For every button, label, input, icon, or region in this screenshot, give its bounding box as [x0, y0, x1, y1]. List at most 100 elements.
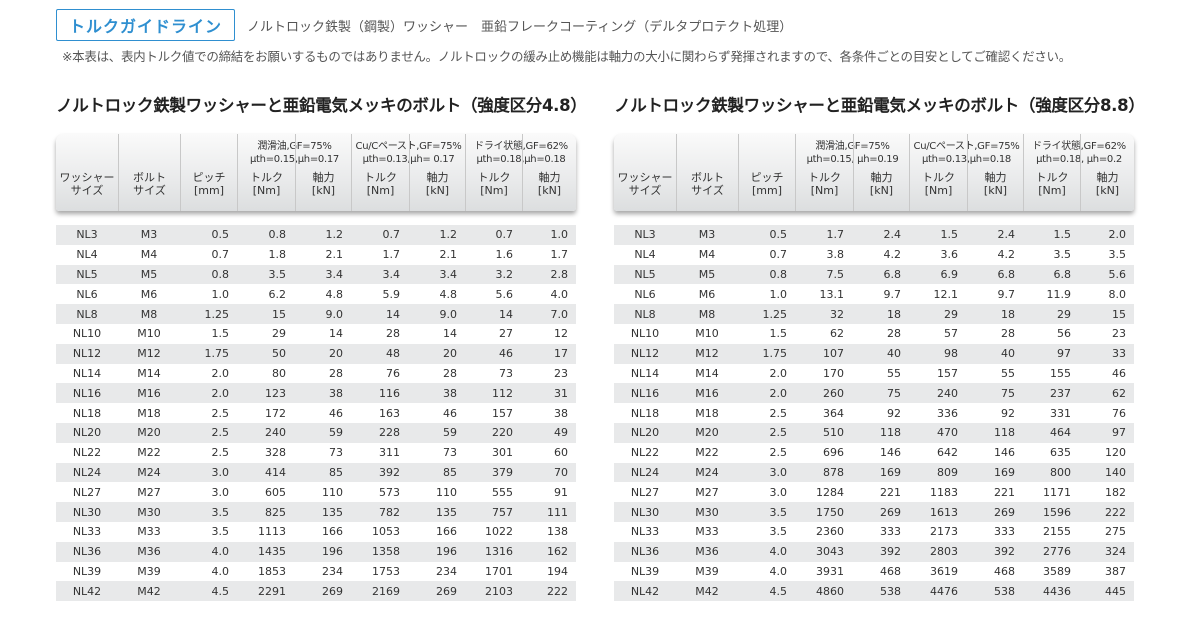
axial-force-cell: 33	[1112, 347, 1126, 361]
washer-size-cell: NL39	[72, 564, 102, 578]
axial-force-cell: 15	[1112, 307, 1126, 321]
washer-size-cell: NL20	[630, 426, 660, 440]
bolt-size-cell: M20	[695, 426, 719, 440]
torque-header-label: トルク [Nm]	[1035, 171, 1069, 197]
torque-cell: 29	[944, 307, 958, 321]
washer-size-cell: NL6	[76, 287, 98, 301]
bolt-size-cell: M24	[695, 465, 719, 479]
axial-force-cell: 140	[1105, 465, 1126, 479]
axial-force-cell: 221	[880, 485, 901, 499]
table-row: NL14 M14 2.0 170 55 157 55 155 46	[614, 363, 1134, 384]
torque-cell: 3.4	[382, 267, 401, 281]
torque-cell: 155	[1050, 366, 1071, 380]
torque-cell: 1358	[372, 545, 400, 559]
axial-force-cell: 1.7	[550, 248, 569, 262]
page-header: トルクガイドライン ノルトロック鉄製（鋼製）ワッシャー 亜鉛フレークコーティング…	[56, 9, 792, 41]
axial-force-cell: 234	[436, 564, 457, 578]
axial-force-cell: 324	[1105, 545, 1126, 559]
torque-cell: 510	[823, 426, 844, 440]
torque-cell: 3.5	[268, 267, 287, 281]
torque-cell: 4476	[930, 584, 958, 598]
axial-force-cell: 38	[554, 406, 568, 420]
table-row: NL42 M42 4.5 2291 269 2169 269 2103 222	[56, 581, 576, 602]
pitch-cell: 4.0	[211, 545, 230, 559]
torque-cell: 364	[823, 406, 844, 420]
torque-cell: 642	[937, 446, 958, 460]
washer-size-cell: NL36	[72, 545, 102, 559]
pitch-cell: 1.75	[204, 347, 230, 361]
page-subtitle: ノルトロック鉄製（鋼製）ワッシャー 亜鉛フレークコーティング（デルタプロテクト処…	[247, 19, 793, 35]
pitch-cell: 0.8	[211, 267, 230, 281]
torque-cell: 379	[492, 465, 513, 479]
pitch-cell: 2.5	[211, 426, 230, 440]
washer-size-cell: NL18	[630, 406, 660, 420]
torque-cell: 97	[1057, 347, 1071, 361]
washer-size-cell: NL10	[72, 327, 102, 341]
torque-cell: 170	[823, 366, 844, 380]
table-row: NL22 M22 2.5 696 146 642 146 635 120	[614, 442, 1134, 463]
torque-cell: 57	[944, 327, 958, 341]
torque-cell: 27	[499, 327, 513, 341]
axial-force-cell: 28	[329, 366, 343, 380]
table-row: NL4 M4 0.7 1.8 2.1 1.7 2.1 1.6 1.7	[56, 244, 576, 265]
condition-group-label: Cu/Cペースト,GF=75% μth=0.13,μh=0.18	[913, 141, 1020, 165]
torque-cell: 6.9	[940, 267, 959, 281]
torque-cell: 809	[937, 465, 958, 479]
bolt-size-cell: M42	[695, 584, 719, 598]
axial-force-cell: 269	[436, 584, 457, 598]
torque-cell: 116	[379, 386, 400, 400]
bolt-size-cell: M20	[137, 426, 161, 440]
torque-table-8-8: ワッシャー サイズ ボルト サイズ ピッチ [mm] 潤滑油,GF=75% μth=0.15,…	[614, 134, 1134, 602]
table-row: NL33 M33 3.5 2360 333 2173 333 2155 275	[614, 521, 1134, 542]
axial-force-header-label: 軸力 [kN]	[1095, 171, 1120, 197]
torque-cell: 1316	[485, 545, 513, 559]
bolt-size-cell: M8	[698, 307, 716, 321]
washer-size-cell: NL16	[630, 386, 660, 400]
torque-cell: 80	[272, 366, 286, 380]
pitch-cell: 2.0	[769, 366, 788, 380]
axial-force-cell: 4.2	[997, 248, 1016, 262]
torque-cell: 6.8	[1053, 267, 1072, 281]
washer-size-cell: NL10	[630, 327, 660, 341]
torque-cell: 240	[265, 426, 286, 440]
torque-cell: 157	[492, 406, 513, 420]
axial-force-cell: 9.0	[325, 307, 344, 321]
torque-cell: 0.8	[268, 228, 287, 242]
axial-force-cell: 138	[547, 525, 568, 539]
torque-cell: 107	[823, 347, 844, 361]
axial-force-cell: 1.2	[439, 228, 458, 242]
table-row: NL20 M20 2.5 240 59 228 59 220 49	[56, 422, 576, 443]
axial-force-cell: 55	[887, 366, 901, 380]
pitch-cell: 4.5	[769, 584, 788, 598]
torque-cell: 73	[499, 366, 513, 380]
bolt-size-header-label: ボルト サイズ	[691, 171, 724, 197]
pitch-cell: 0.8	[769, 267, 788, 281]
torque-cell: 1613	[930, 505, 958, 519]
torque-cell: 1.8	[268, 248, 287, 262]
washer-size-cell: NL18	[72, 406, 102, 420]
axial-force-cell: 169	[994, 465, 1015, 479]
axial-force-cell: 146	[880, 446, 901, 460]
table-row: NL5 M5 0.8 3.5 3.4 3.4 3.4 3.2 2.8	[56, 264, 576, 285]
torque-cell: 32	[830, 307, 844, 321]
table-row: NL22 M22 2.5 328 73 311 73 301 60	[56, 442, 576, 463]
pitch-cell: 0.7	[769, 248, 788, 262]
axial-force-cell: 135	[322, 505, 343, 519]
table-row: NL18 M18 2.5 172 46 163 46 157 38	[56, 403, 576, 423]
axial-force-cell: 135	[436, 505, 457, 519]
bolt-size-cell: M3	[698, 228, 716, 242]
torque-cell: 15	[272, 307, 286, 321]
washer-size-cell: NL42	[72, 584, 102, 598]
axial-force-cell: 221	[994, 485, 1015, 499]
axial-force-header-label: 軸力 [kN]	[425, 171, 450, 197]
washer-size-header-label: ワッシャー サイズ	[617, 171, 673, 197]
bolt-size-cell: M3	[140, 228, 158, 242]
torque-cell: 50	[272, 347, 286, 361]
washer-size-cell: NL4	[76, 248, 98, 262]
axial-force-cell: 1.0	[550, 228, 569, 242]
washer-size-cell: NL27	[630, 485, 660, 499]
washer-size-cell: NL4	[634, 248, 656, 262]
torque-cell: 2173	[930, 525, 958, 539]
table-row: NL36 M36 4.0 3043 392 2803 392 2776 324	[614, 541, 1134, 562]
axial-force-cell: 6.8	[883, 267, 902, 281]
